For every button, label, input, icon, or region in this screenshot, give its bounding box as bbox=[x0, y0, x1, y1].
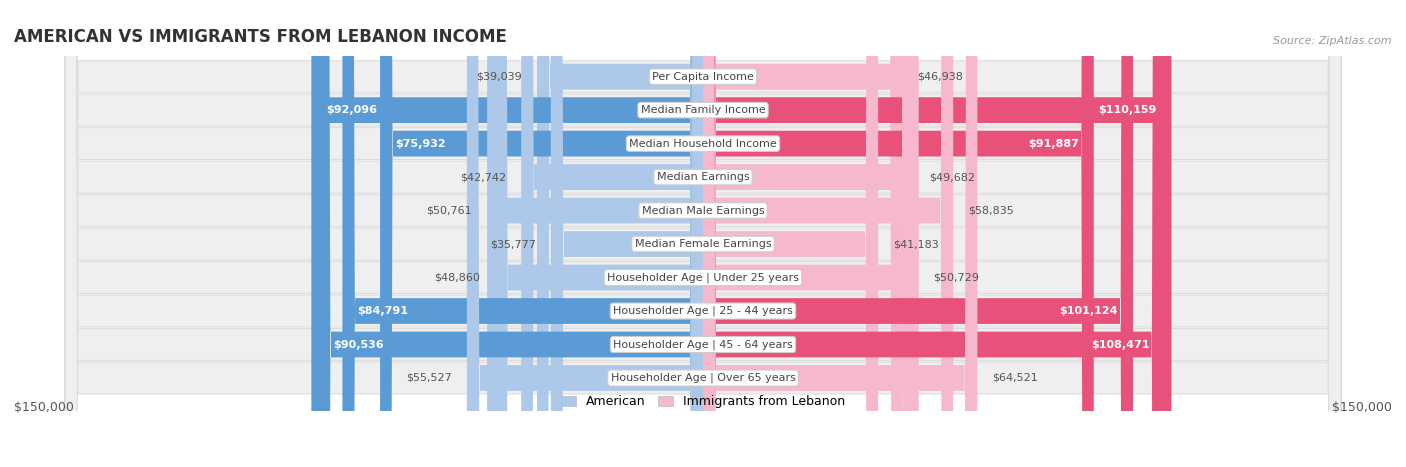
Text: $42,742: $42,742 bbox=[460, 172, 506, 182]
FancyBboxPatch shape bbox=[703, 0, 879, 467]
FancyBboxPatch shape bbox=[495, 0, 703, 467]
Text: $150,000: $150,000 bbox=[1331, 401, 1392, 414]
FancyBboxPatch shape bbox=[65, 0, 1341, 467]
Text: Householder Age | Over 65 years: Householder Age | Over 65 years bbox=[610, 373, 796, 383]
Text: Median Male Earnings: Median Male Earnings bbox=[641, 205, 765, 216]
Text: $35,777: $35,777 bbox=[491, 239, 536, 249]
Text: $91,887: $91,887 bbox=[1028, 139, 1078, 149]
Text: $75,932: $75,932 bbox=[395, 139, 446, 149]
Text: $90,536: $90,536 bbox=[333, 340, 384, 349]
FancyBboxPatch shape bbox=[703, 0, 977, 467]
FancyBboxPatch shape bbox=[486, 0, 703, 467]
FancyBboxPatch shape bbox=[703, 0, 1094, 467]
FancyBboxPatch shape bbox=[65, 0, 1341, 467]
Text: Median Female Earnings: Median Female Earnings bbox=[634, 239, 772, 249]
Text: $150,000: $150,000 bbox=[14, 401, 75, 414]
Text: Median Family Income: Median Family Income bbox=[641, 105, 765, 115]
Text: Householder Age | Under 25 years: Householder Age | Under 25 years bbox=[607, 272, 799, 283]
FancyBboxPatch shape bbox=[703, 0, 1164, 467]
Text: $48,860: $48,860 bbox=[434, 273, 481, 283]
FancyBboxPatch shape bbox=[551, 0, 703, 467]
Text: $92,096: $92,096 bbox=[326, 105, 377, 115]
FancyBboxPatch shape bbox=[380, 0, 703, 467]
FancyBboxPatch shape bbox=[318, 0, 703, 467]
Text: AMERICAN VS IMMIGRANTS FROM LEBANON INCOME: AMERICAN VS IMMIGRANTS FROM LEBANON INCO… bbox=[14, 28, 508, 46]
Text: $39,039: $39,039 bbox=[477, 71, 522, 82]
FancyBboxPatch shape bbox=[703, 0, 914, 467]
Text: $108,471: $108,471 bbox=[1091, 340, 1150, 349]
Text: $50,761: $50,761 bbox=[426, 205, 472, 216]
FancyBboxPatch shape bbox=[65, 0, 1341, 467]
FancyBboxPatch shape bbox=[65, 0, 1341, 467]
Text: Per Capita Income: Per Capita Income bbox=[652, 71, 754, 82]
FancyBboxPatch shape bbox=[703, 0, 1133, 467]
FancyBboxPatch shape bbox=[65, 0, 1341, 467]
Text: $50,729: $50,729 bbox=[934, 273, 980, 283]
Text: Median Earnings: Median Earnings bbox=[657, 172, 749, 182]
Text: $58,835: $58,835 bbox=[969, 205, 1014, 216]
Text: $55,527: $55,527 bbox=[406, 373, 451, 383]
FancyBboxPatch shape bbox=[65, 0, 1341, 467]
FancyBboxPatch shape bbox=[703, 0, 953, 467]
Text: Householder Age | 25 - 44 years: Householder Age | 25 - 44 years bbox=[613, 306, 793, 316]
FancyBboxPatch shape bbox=[703, 0, 1171, 467]
FancyBboxPatch shape bbox=[65, 0, 1341, 467]
Text: $64,521: $64,521 bbox=[993, 373, 1038, 383]
FancyBboxPatch shape bbox=[343, 0, 703, 467]
Text: Householder Age | 45 - 64 years: Householder Age | 45 - 64 years bbox=[613, 339, 793, 350]
Text: Median Household Income: Median Household Income bbox=[628, 139, 778, 149]
Text: $84,791: $84,791 bbox=[357, 306, 408, 316]
FancyBboxPatch shape bbox=[703, 0, 903, 467]
Text: $46,938: $46,938 bbox=[918, 71, 963, 82]
FancyBboxPatch shape bbox=[65, 0, 1341, 467]
Text: $49,682: $49,682 bbox=[929, 172, 976, 182]
FancyBboxPatch shape bbox=[537, 0, 703, 467]
Text: $101,124: $101,124 bbox=[1060, 306, 1118, 316]
FancyBboxPatch shape bbox=[703, 0, 918, 467]
Legend: American, Immigrants from Lebanon: American, Immigrants from Lebanon bbox=[561, 395, 845, 408]
FancyBboxPatch shape bbox=[65, 0, 1341, 467]
Text: $110,159: $110,159 bbox=[1098, 105, 1157, 115]
FancyBboxPatch shape bbox=[467, 0, 703, 467]
FancyBboxPatch shape bbox=[311, 0, 703, 467]
FancyBboxPatch shape bbox=[65, 0, 1341, 467]
Text: $41,183: $41,183 bbox=[893, 239, 939, 249]
FancyBboxPatch shape bbox=[522, 0, 703, 467]
Text: Source: ZipAtlas.com: Source: ZipAtlas.com bbox=[1274, 36, 1392, 46]
